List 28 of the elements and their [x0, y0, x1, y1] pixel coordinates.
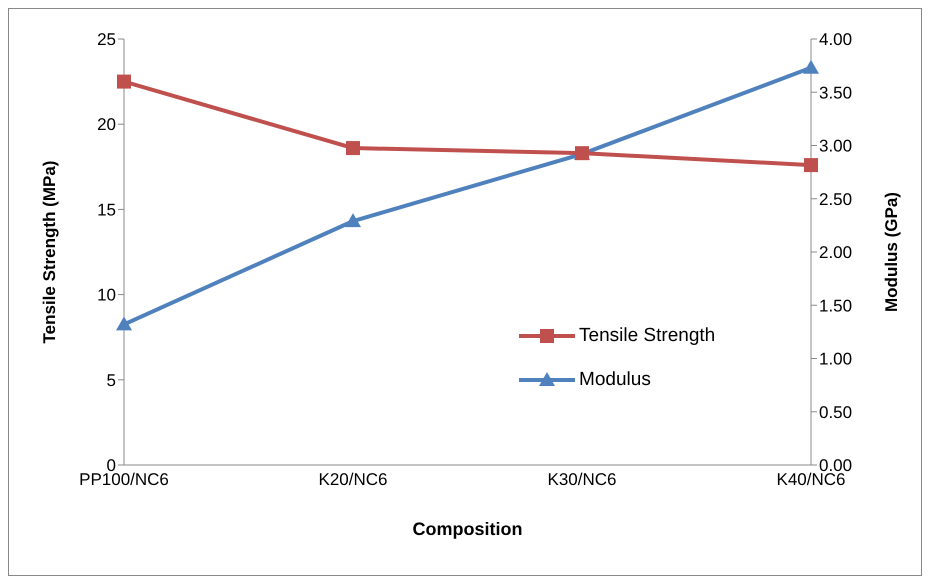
x-tick-label: K20/NC6: [318, 470, 388, 490]
y-tick-label: 5: [106, 370, 116, 390]
y2-tick-label: 0.50: [819, 402, 852, 422]
point: [803, 60, 819, 74]
point: [116, 316, 132, 330]
y2-tick-label: 2.50: [819, 190, 852, 209]
y2-tick-label: 1.00: [819, 350, 852, 369]
y2-tick-label: 3.50: [819, 83, 852, 102]
y2-axis-title: Modulus (GPa): [882, 192, 902, 312]
y2-tick-label: 4.00: [819, 30, 852, 50]
x-axis-title: Composition: [412, 519, 522, 539]
x-tick-label: K40/NC6: [776, 470, 846, 490]
x-tick-label: K30/NC6: [548, 470, 616, 490]
point: [804, 158, 818, 172]
y2-tick-label: 1.50: [819, 296, 852, 316]
point: [345, 213, 361, 228]
y-tick-label: 25: [97, 30, 116, 50]
legend-label: Modulus: [579, 369, 651, 391]
y2-tick-label: 2.00: [819, 243, 852, 262]
point: [117, 74, 131, 89]
y-axis-title: Tensile Strength (MPa): [40, 160, 60, 344]
legend-label: Tensile Strength: [579, 325, 716, 347]
y2-tick-label: 3.00: [819, 136, 852, 156]
y-tick-label: 10: [97, 286, 116, 305]
y-tick-label: 20: [97, 115, 116, 134]
x-tick-label: PP100/NC6: [79, 470, 169, 490]
point: [346, 141, 360, 156]
y-tick-label: 15: [97, 200, 116, 220]
